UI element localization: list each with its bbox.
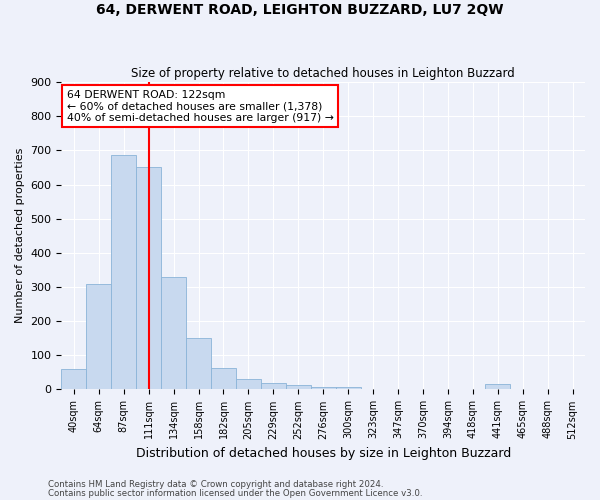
Bar xyxy=(335,387,361,390)
Text: Contains HM Land Registry data © Crown copyright and database right 2024.: Contains HM Land Registry data © Crown c… xyxy=(48,480,383,489)
Bar xyxy=(261,384,286,390)
Bar xyxy=(485,384,510,390)
Bar xyxy=(311,386,335,390)
X-axis label: Distribution of detached houses by size in Leighton Buzzard: Distribution of detached houses by size … xyxy=(136,447,511,460)
Bar xyxy=(161,276,186,390)
Bar xyxy=(86,284,111,390)
Bar xyxy=(111,156,136,390)
Bar xyxy=(61,369,86,390)
Bar xyxy=(211,368,236,390)
Text: 64 DERWENT ROAD: 122sqm
← 60% of detached houses are smaller (1,378)
40% of semi: 64 DERWENT ROAD: 122sqm ← 60% of detache… xyxy=(67,90,334,123)
Bar xyxy=(186,338,211,390)
Bar xyxy=(236,379,261,390)
Bar xyxy=(136,168,161,390)
Bar xyxy=(286,386,311,390)
Y-axis label: Number of detached properties: Number of detached properties xyxy=(15,148,25,324)
Title: Size of property relative to detached houses in Leighton Buzzard: Size of property relative to detached ho… xyxy=(131,66,515,80)
Text: 64, DERWENT ROAD, LEIGHTON BUZZARD, LU7 2QW: 64, DERWENT ROAD, LEIGHTON BUZZARD, LU7 … xyxy=(96,2,504,16)
Text: Contains public sector information licensed under the Open Government Licence v3: Contains public sector information licen… xyxy=(48,489,422,498)
